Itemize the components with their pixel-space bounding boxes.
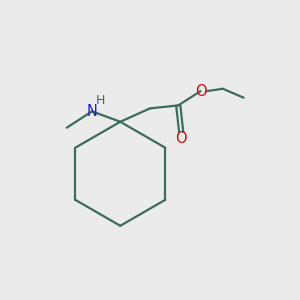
Text: O: O: [195, 84, 206, 99]
Text: O: O: [176, 131, 187, 146]
Text: N: N: [87, 104, 98, 119]
Text: H: H: [96, 94, 105, 106]
